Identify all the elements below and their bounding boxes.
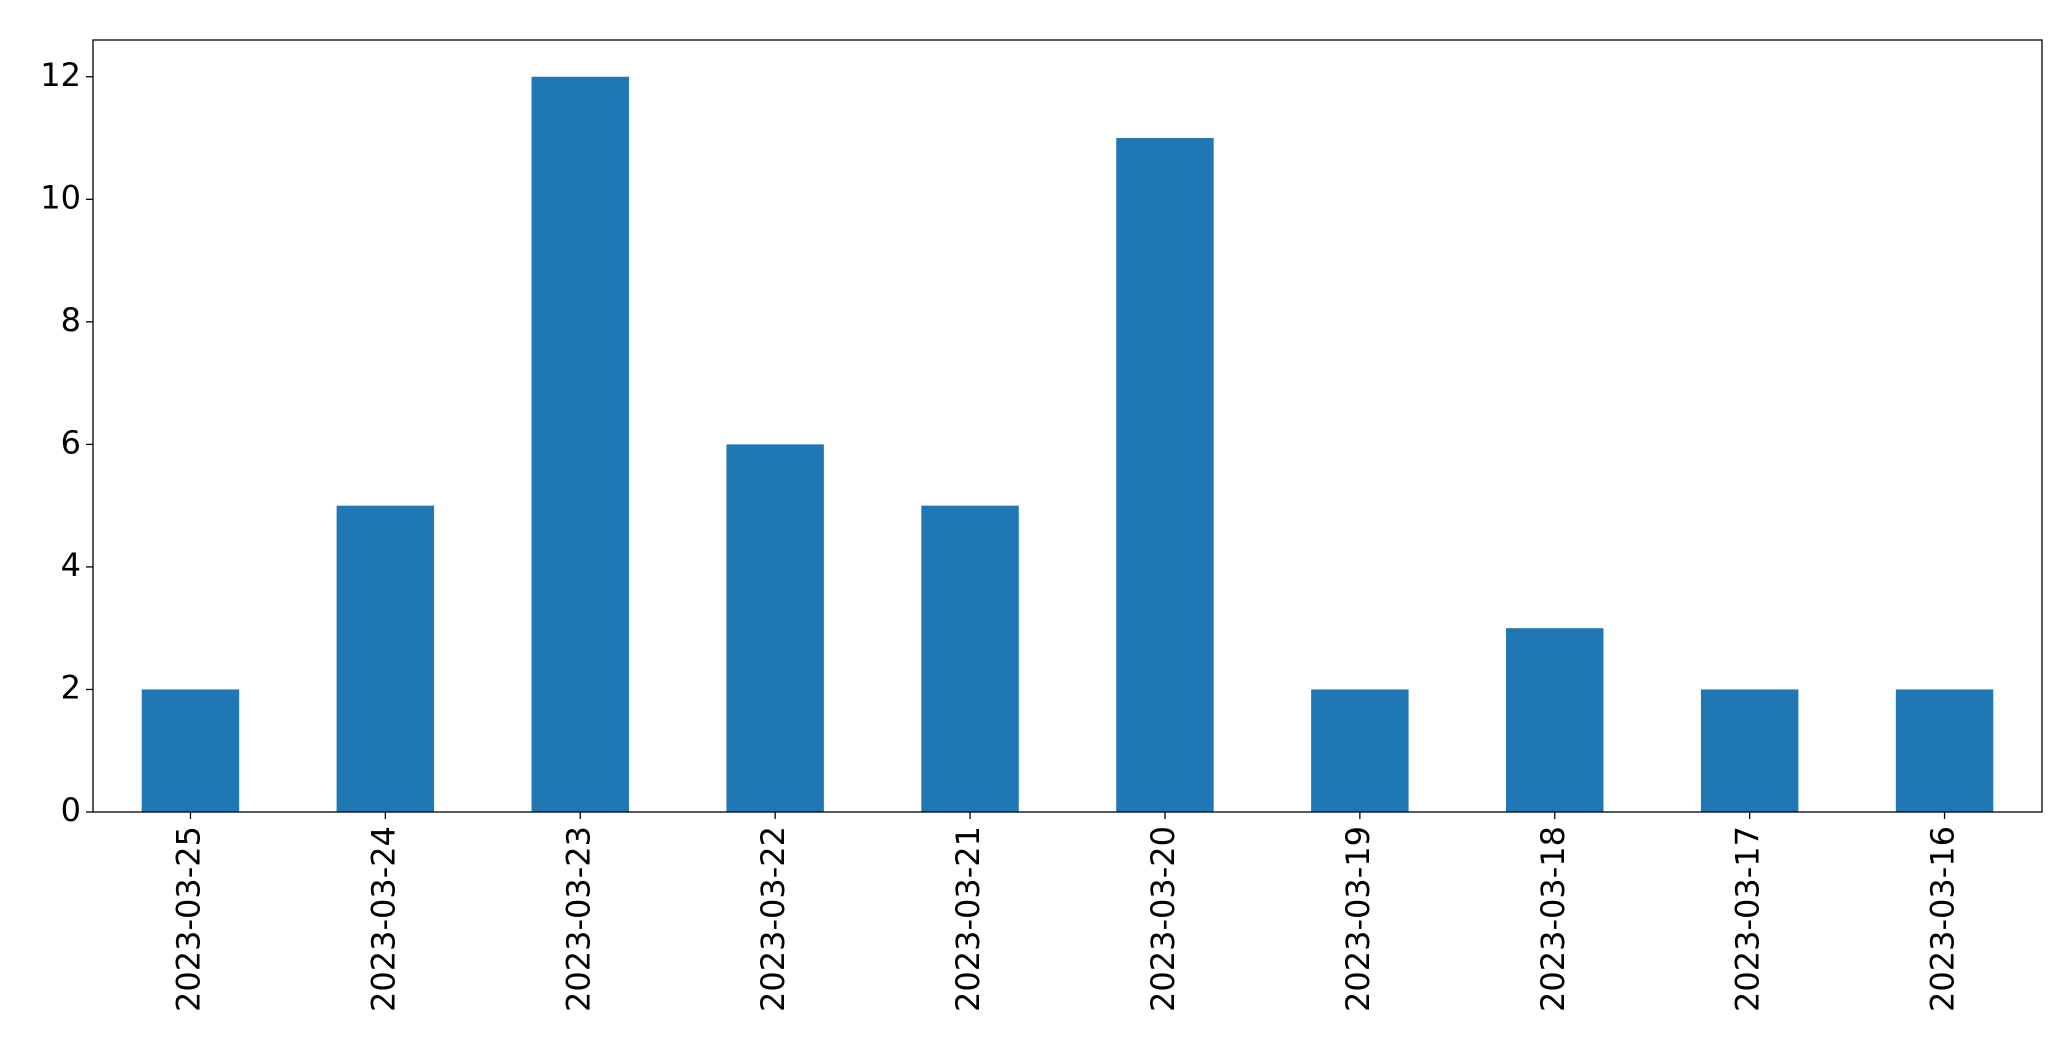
x-tick-label: 2023-03-23: [559, 826, 597, 1012]
x-tick-label: 2023-03-21: [949, 826, 987, 1012]
y-tick-label: 12: [40, 56, 81, 94]
y-tick-label: 6: [61, 423, 81, 461]
x-tick-label: 2023-03-25: [169, 826, 207, 1012]
x-tick-label: 2023-03-24: [364, 826, 402, 1012]
y-tick-label: 8: [61, 301, 81, 339]
bar: [1311, 689, 1409, 812]
axes-frame: [92, 39, 2043, 813]
x-tick-label: 2023-03-17: [1729, 826, 1767, 1012]
bar: [1116, 138, 1214, 813]
y-tick-label: 4: [61, 546, 81, 584]
bar: [531, 76, 629, 812]
bar: [1506, 628, 1604, 812]
x-tick-label: 2023-03-16: [1924, 826, 1962, 1012]
bar: [1895, 689, 1994, 812]
y-tick-label: 0: [61, 791, 81, 829]
bar: [921, 505, 1019, 812]
bar: [726, 444, 824, 812]
y-tick-label: 2: [61, 668, 81, 706]
bar: [141, 689, 240, 812]
bar: [1700, 689, 1799, 812]
y-tick-label: 10: [40, 178, 81, 216]
bar: [336, 505, 435, 812]
x-tick-label: 2023-03-19: [1339, 826, 1377, 1012]
x-tick-label: 2023-03-18: [1534, 826, 1572, 1012]
x-tick-label: 2023-03-22: [754, 826, 792, 1012]
x-tick-label: 2023-03-20: [1144, 826, 1182, 1012]
